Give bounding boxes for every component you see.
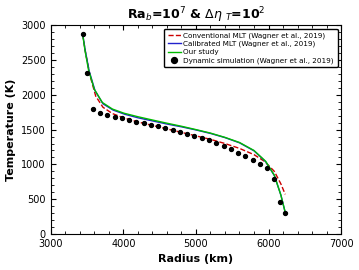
Calibrated MLT (Wagner et al., 2019) <box>111 109 115 112</box>
Conventional MLT (Wagner et al., 2019) <box>208 138 213 141</box>
Dynamic simulation (Wagner et al., 2019) <box>112 115 117 119</box>
Conventional MLT (Wagner et al., 2019) <box>279 182 283 185</box>
Our study <box>150 118 154 122</box>
Conventional MLT (Wagner et al., 2019) <box>237 147 242 150</box>
Our study <box>264 160 268 163</box>
Conventional MLT (Wagner et al., 2019) <box>263 160 267 163</box>
Dynamic simulation (Wagner et al., 2019) <box>148 123 154 127</box>
Dynamic simulation (Wagner et al., 2019) <box>283 211 288 215</box>
Dynamic simulation (Wagner et al., 2019) <box>277 200 283 204</box>
Conventional MLT (Wagner et al., 2019) <box>223 142 227 145</box>
Dynamic simulation (Wagner et al., 2019) <box>134 119 139 124</box>
Calibrated MLT (Wagner et al., 2019) <box>194 128 198 131</box>
Dynamic simulation (Wagner et al., 2019) <box>257 162 263 166</box>
Dynamic simulation (Wagner et al., 2019) <box>177 130 183 134</box>
Our study <box>272 174 276 177</box>
Our study <box>86 68 90 71</box>
Calibrated MLT (Wagner et al., 2019) <box>165 122 169 126</box>
Dynamic simulation (Wagner et al., 2019) <box>228 147 234 151</box>
Conventional MLT (Wagner et al., 2019) <box>272 170 276 173</box>
Calibrated MLT (Wagner et al., 2019) <box>80 33 85 36</box>
Dynamic simulation (Wagner et al., 2019) <box>119 116 125 121</box>
Our study <box>283 211 288 214</box>
Calibrated MLT (Wagner et al., 2019) <box>237 141 242 144</box>
Our study <box>179 125 183 128</box>
Dynamic simulation (Wagner et al., 2019) <box>104 113 110 117</box>
Conventional MLT (Wagner et al., 2019) <box>110 112 115 115</box>
Dynamic simulation (Wagner et al., 2019) <box>97 111 103 115</box>
Calibrated MLT (Wagner et al., 2019) <box>101 102 105 106</box>
Our study <box>208 131 213 135</box>
Conventional MLT (Wagner et al., 2019) <box>80 33 85 36</box>
Dynamic simulation (Wagner et al., 2019) <box>213 141 219 145</box>
Dynamic simulation (Wagner et al., 2019) <box>271 177 277 181</box>
Dynamic simulation (Wagner et al., 2019) <box>199 136 205 140</box>
Calibrated MLT (Wagner et al., 2019) <box>283 211 288 214</box>
Our study <box>110 107 115 111</box>
Dynamic simulation (Wagner et al., 2019) <box>192 134 197 138</box>
Calibrated MLT (Wagner et al., 2019) <box>179 125 183 129</box>
Conventional MLT (Wagner et al., 2019) <box>136 120 140 124</box>
Dynamic simulation (Wagner et al., 2019) <box>163 126 168 130</box>
Dynamic simulation (Wagner et al., 2019) <box>126 118 132 122</box>
Calibrated MLT (Wagner et al., 2019) <box>252 149 256 153</box>
Calibrated MLT (Wagner et al., 2019) <box>150 119 154 123</box>
Dynamic simulation (Wagner et al., 2019) <box>206 138 212 143</box>
Dynamic simulation (Wagner et al., 2019) <box>170 128 176 132</box>
Conventional MLT (Wagner et al., 2019) <box>121 116 126 119</box>
Calibrated MLT (Wagner et al., 2019) <box>208 132 213 135</box>
Legend: Conventional MLT (Wagner et al., 2019), Calibrated MLT (Wagner et al., 2019), Ou: Conventional MLT (Wagner et al., 2019), … <box>164 29 337 67</box>
Our study <box>92 87 97 91</box>
Title: Ra$_b$=10$^7$ & $\Delta\eta$$\ _T$=10$^2$: Ra$_b$=10$^7$ & $\Delta\eta$$\ _T$=10$^2… <box>127 6 265 25</box>
Conventional MLT (Wagner et al., 2019) <box>94 94 98 98</box>
Calibrated MLT (Wagner et al., 2019) <box>123 113 127 116</box>
Calibrated MLT (Wagner et al., 2019) <box>223 136 227 139</box>
Line: Calibrated MLT (Wagner et al., 2019): Calibrated MLT (Wagner et al., 2019) <box>83 34 285 212</box>
Line: Our study: Our study <box>83 34 285 212</box>
Our study <box>279 193 283 197</box>
Our study <box>223 136 227 139</box>
Dynamic simulation (Wagner et al., 2019) <box>264 166 270 170</box>
Conventional MLT (Wagner et al., 2019) <box>194 134 198 137</box>
Line: Conventional MLT (Wagner et al., 2019): Conventional MLT (Wagner et al., 2019) <box>83 34 285 194</box>
Conventional MLT (Wagner et al., 2019) <box>179 131 183 134</box>
Our study <box>165 122 169 125</box>
Calibrated MLT (Wagner et al., 2019) <box>87 69 91 73</box>
Dynamic simulation (Wagner et al., 2019) <box>80 32 85 36</box>
X-axis label: Radius (km): Radius (km) <box>158 254 233 264</box>
Calibrated MLT (Wagner et al., 2019) <box>279 193 283 197</box>
Our study <box>136 115 140 118</box>
Conventional MLT (Wagner et al., 2019) <box>165 127 169 130</box>
Conventional MLT (Wagner et al., 2019) <box>83 51 88 55</box>
Our study <box>122 112 126 115</box>
Our study <box>194 128 198 131</box>
Dynamic simulation (Wagner et al., 2019) <box>90 107 96 111</box>
Dynamic simulation (Wagner et al., 2019) <box>235 150 241 155</box>
Our study <box>83 48 87 51</box>
Our study <box>237 141 242 144</box>
Dynamic simulation (Wagner et al., 2019) <box>184 131 190 136</box>
Calibrated MLT (Wagner et al., 2019) <box>83 49 87 52</box>
Conventional MLT (Wagner et al., 2019) <box>101 106 105 109</box>
Dynamic simulation (Wagner et al., 2019) <box>84 71 90 75</box>
Y-axis label: Temperature (K): Temperature (K) <box>5 78 15 181</box>
Calibrated MLT (Wagner et al., 2019) <box>272 174 276 177</box>
Our study <box>252 149 256 152</box>
Calibrated MLT (Wagner et al., 2019) <box>264 160 268 163</box>
Dynamic simulation (Wagner et al., 2019) <box>155 124 161 129</box>
Calibrated MLT (Wagner et al., 2019) <box>136 116 140 119</box>
Dynamic simulation (Wagner et al., 2019) <box>141 121 146 125</box>
Conventional MLT (Wagner et al., 2019) <box>88 74 92 77</box>
Our study <box>80 33 85 36</box>
Dynamic simulation (Wagner et al., 2019) <box>221 144 227 148</box>
Our study <box>100 101 104 104</box>
Calibrated MLT (Wagner et al., 2019) <box>93 89 97 92</box>
Conventional MLT (Wagner et al., 2019) <box>150 124 154 127</box>
Dynamic simulation (Wagner et al., 2019) <box>242 154 248 158</box>
Conventional MLT (Wagner et al., 2019) <box>283 193 288 196</box>
Conventional MLT (Wagner et al., 2019) <box>252 153 256 156</box>
Dynamic simulation (Wagner et al., 2019) <box>250 158 256 162</box>
